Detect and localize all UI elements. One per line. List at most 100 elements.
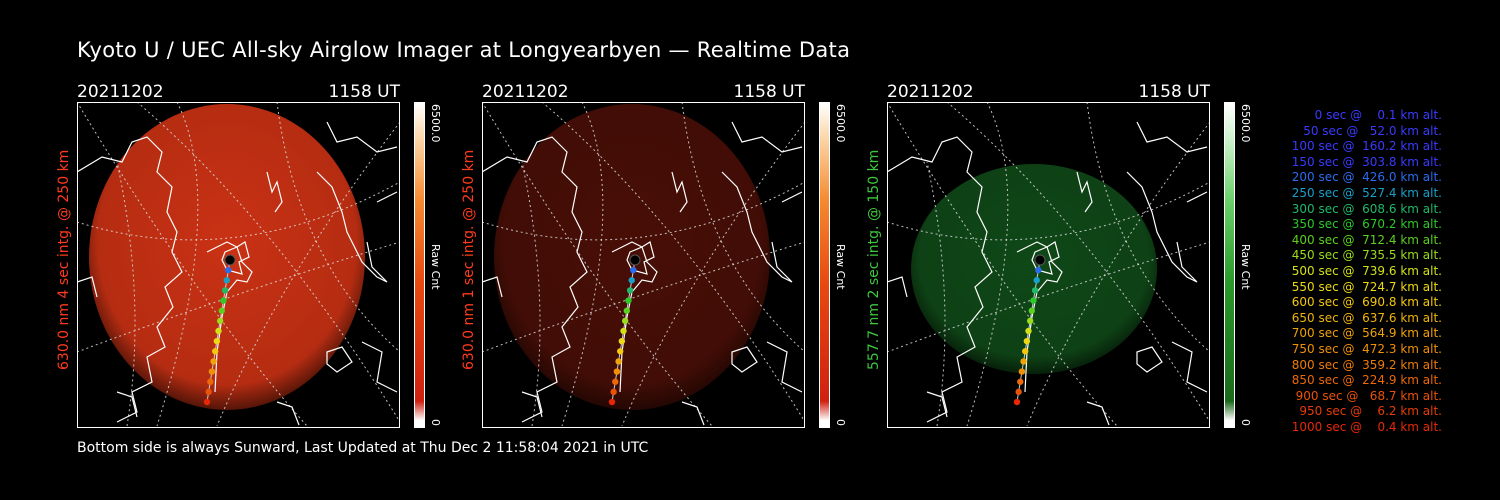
grid-line bbox=[541, 102, 805, 423]
legend-row: 550 sec @ 724.7 km alt. bbox=[1287, 279, 1442, 294]
coastline bbox=[326, 346, 353, 373]
track-dot bbox=[1028, 307, 1035, 314]
track-dot bbox=[1018, 368, 1026, 375]
panel-date-2: 20211202 bbox=[482, 82, 569, 102]
coastline bbox=[671, 171, 688, 213]
track-dot bbox=[608, 398, 616, 406]
coastline bbox=[276, 401, 300, 426]
grid-line bbox=[136, 102, 400, 423]
grid-line bbox=[1086, 102, 1210, 353]
legend-row: 500 sec @ 739.6 km alt. bbox=[1287, 263, 1442, 278]
panel-ylabel-1: 630.0 nm 4 sec intg. @ 250 km bbox=[56, 149, 72, 370]
grid-line bbox=[561, 102, 604, 427]
page-title: Kyoto U / UEC All-sky Airglow Imager at … bbox=[77, 38, 851, 62]
track-dot bbox=[213, 337, 221, 345]
track-dot bbox=[617, 348, 624, 355]
track-dot bbox=[218, 307, 225, 314]
legend-row: 950 sec @ 6.2 km alt. bbox=[1295, 404, 1442, 419]
coastline bbox=[482, 136, 588, 423]
coastline bbox=[266, 171, 283, 213]
colorbar-3 bbox=[1224, 102, 1235, 428]
coastline bbox=[482, 276, 503, 298]
track-dot bbox=[203, 398, 211, 406]
track-dot bbox=[1030, 297, 1037, 304]
track-dot bbox=[212, 348, 219, 355]
coastline bbox=[1171, 341, 1208, 393]
track-dot bbox=[216, 317, 224, 325]
coastline bbox=[1186, 191, 1208, 203]
track-dot bbox=[628, 277, 635, 284]
track-dot bbox=[1013, 398, 1021, 406]
coastline bbox=[116, 391, 138, 418]
coastline bbox=[326, 121, 398, 153]
colorbar-2 bbox=[819, 102, 830, 428]
coastline bbox=[361, 341, 398, 393]
track-dot bbox=[225, 266, 232, 274]
allsky-image-630-4s bbox=[77, 102, 400, 428]
panel-time-2: 1158 UT bbox=[733, 82, 806, 102]
panel-ylabel-3: 557.7 nm 2 sec intg. @ 150 km bbox=[866, 149, 882, 370]
track-dot bbox=[1022, 348, 1029, 355]
track-dot bbox=[626, 287, 634, 294]
track-dot bbox=[610, 388, 617, 396]
colorbar-1 bbox=[414, 102, 425, 428]
track-dot bbox=[613, 368, 621, 375]
coastline bbox=[1136, 346, 1163, 373]
grid-line bbox=[482, 102, 713, 427]
svalbard-island bbox=[1031, 241, 1060, 275]
panel-frame bbox=[887, 102, 1210, 428]
coastline bbox=[1126, 171, 1198, 283]
coastline bbox=[766, 341, 803, 393]
legend-row: 150 sec @ 303.8 km alt. bbox=[1287, 154, 1442, 169]
map-overlay bbox=[887, 102, 1210, 427]
panel-frame bbox=[482, 102, 805, 428]
legend-row: 850 sec @ 224.9 km alt. bbox=[1287, 373, 1442, 388]
track-dot bbox=[1033, 277, 1040, 284]
track-dot bbox=[1025, 327, 1032, 335]
panel-time-3: 1158 UT bbox=[1138, 82, 1211, 102]
track-dot bbox=[1035, 266, 1042, 274]
track-dot bbox=[1026, 317, 1034, 325]
coastline bbox=[1136, 121, 1208, 153]
coastline bbox=[887, 136, 993, 423]
track-dot bbox=[210, 358, 217, 365]
coastline bbox=[887, 276, 908, 298]
track-dot bbox=[221, 287, 229, 294]
coastline bbox=[731, 121, 803, 153]
track-dot bbox=[615, 358, 622, 365]
colorbar-title-3: Raw Cnt bbox=[1239, 244, 1252, 290]
legend-row: 0 sec @ 0.1 km alt. bbox=[1303, 108, 1442, 122]
station-marker bbox=[224, 254, 236, 266]
track-dot bbox=[208, 368, 216, 375]
legend-row: 700 sec @ 564.9 km alt. bbox=[1287, 326, 1442, 341]
legend-row: 100 sec @ 160.2 km alt. bbox=[1287, 139, 1442, 154]
legend-row: 900 sec @ 68.7 km alt. bbox=[1291, 388, 1442, 403]
colorbar-max-3: 6500.0 bbox=[1239, 104, 1252, 143]
track-dot bbox=[1015, 388, 1022, 396]
station-marker bbox=[629, 254, 641, 266]
grid-line bbox=[276, 102, 400, 353]
colorbar-max-2: 6500.0 bbox=[834, 104, 847, 143]
track-dot bbox=[623, 307, 630, 314]
track-dot bbox=[612, 378, 619, 385]
panel-date-1: 20211202 bbox=[77, 82, 164, 102]
coastline bbox=[1086, 401, 1110, 426]
legend-row: 300 sec @ 608.6 km alt. bbox=[1287, 201, 1442, 216]
legend-row: 400 sec @ 712.4 km alt. bbox=[1287, 232, 1442, 247]
track-dot bbox=[621, 317, 629, 325]
coastline bbox=[77, 136, 183, 423]
coastline bbox=[721, 171, 793, 283]
legend-row: 800 sec @ 359.2 km alt. bbox=[1287, 357, 1442, 372]
track-dot bbox=[1020, 358, 1027, 365]
legend-row: 600 sec @ 690.8 km alt. bbox=[1287, 295, 1442, 310]
allsky-image-557-2s bbox=[887, 102, 1210, 428]
colorbar-max-1: 6500.0 bbox=[429, 104, 442, 143]
legend-row: 350 sec @ 670.2 km alt. bbox=[1287, 217, 1442, 232]
track-dot bbox=[220, 297, 227, 304]
grid-line bbox=[887, 241, 1210, 353]
legend-row: 1000 sec @ 0.4 km alt. bbox=[1291, 419, 1442, 434]
track-dot bbox=[1023, 337, 1031, 345]
coastline bbox=[1076, 171, 1093, 213]
legend-row: 50 sec @ 52.0 km alt. bbox=[1295, 123, 1442, 138]
grid-line bbox=[966, 102, 1009, 427]
